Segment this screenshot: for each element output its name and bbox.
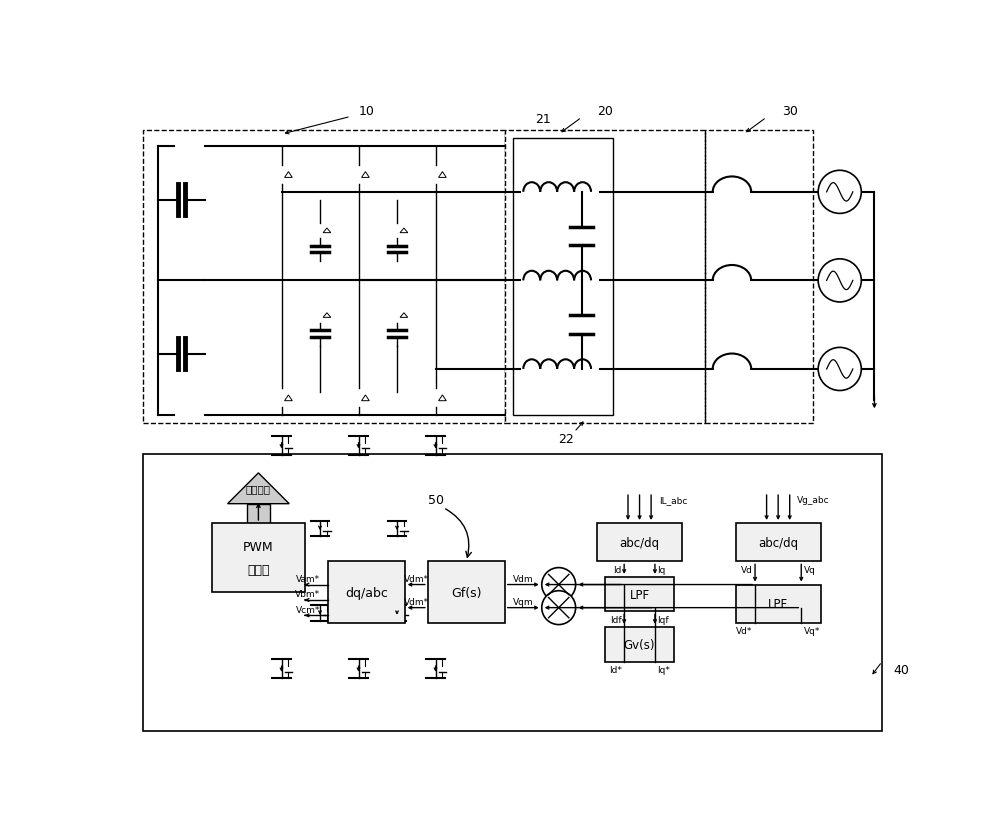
Text: 10: 10 <box>358 105 374 119</box>
Polygon shape <box>323 314 331 318</box>
Bar <box>605 577 674 612</box>
Text: 调制器: 调制器 <box>247 563 270 576</box>
Text: Vq: Vq <box>804 565 815 574</box>
Text: Vdm*: Vdm* <box>404 574 429 584</box>
Text: Vq*: Vq* <box>804 626 820 635</box>
Polygon shape <box>400 314 408 318</box>
Bar <box>597 523 682 562</box>
Text: 20: 20 <box>597 105 613 119</box>
Text: abc/dq: abc/dq <box>619 536 660 549</box>
Bar <box>512 139 613 415</box>
Bar <box>328 562 405 624</box>
Bar <box>143 131 505 423</box>
Text: Vdm*: Vdm* <box>404 597 429 606</box>
Text: abc/dq: abc/dq <box>758 536 798 549</box>
Text: 驱动信号: 驱动信号 <box>246 484 271 494</box>
Text: Id: Id <box>613 565 622 574</box>
Polygon shape <box>362 172 369 178</box>
Text: Gf(s): Gf(s) <box>451 586 482 599</box>
Polygon shape <box>228 473 289 504</box>
Bar <box>705 131 813 423</box>
Text: dq/abc: dq/abc <box>345 586 388 599</box>
Bar <box>428 562 505 624</box>
Text: Iq*: Iq* <box>657 665 670 674</box>
Text: PWM: PWM <box>243 540 274 553</box>
Circle shape <box>818 348 861 391</box>
Text: 40: 40 <box>894 663 910 676</box>
Text: Iq: Iq <box>657 565 666 574</box>
Polygon shape <box>362 395 369 401</box>
Bar <box>605 627 674 662</box>
Text: Vbm*: Vbm* <box>295 589 320 599</box>
Polygon shape <box>323 229 331 233</box>
Text: Vcm*: Vcm* <box>296 605 320 614</box>
Circle shape <box>818 259 861 303</box>
Circle shape <box>818 171 861 214</box>
Bar <box>505 131 705 423</box>
Bar <box>143 454 882 731</box>
Text: LPF: LPF <box>629 588 650 601</box>
Text: Gv(s): Gv(s) <box>624 638 655 651</box>
Bar <box>736 585 820 624</box>
Text: 21: 21 <box>535 113 551 126</box>
Bar <box>212 523 305 593</box>
Bar <box>505 131 705 423</box>
Polygon shape <box>439 172 446 178</box>
Text: 50: 50 <box>428 494 444 507</box>
Polygon shape <box>439 395 446 401</box>
Text: Idf: Idf <box>610 615 622 624</box>
Polygon shape <box>400 229 408 233</box>
Circle shape <box>542 568 576 602</box>
Text: Vg_abc: Vg_abc <box>797 496 830 505</box>
Text: IL_abc: IL_abc <box>659 496 687 505</box>
Text: Vd*: Vd* <box>736 626 753 635</box>
Bar <box>247 504 270 531</box>
Circle shape <box>542 591 576 624</box>
Text: Vdm: Vdm <box>513 574 534 584</box>
Text: LPF: LPF <box>768 598 788 610</box>
Text: Vqm: Vqm <box>513 597 534 606</box>
Polygon shape <box>285 395 292 401</box>
Text: 30: 30 <box>782 105 798 119</box>
Text: Vam*: Vam* <box>296 574 320 584</box>
Text: Vd: Vd <box>741 565 753 574</box>
Text: Id*: Id* <box>609 665 622 674</box>
Text: 22: 22 <box>559 432 574 446</box>
Polygon shape <box>285 172 292 178</box>
Text: Iqf: Iqf <box>657 615 669 624</box>
Bar <box>736 523 820 562</box>
